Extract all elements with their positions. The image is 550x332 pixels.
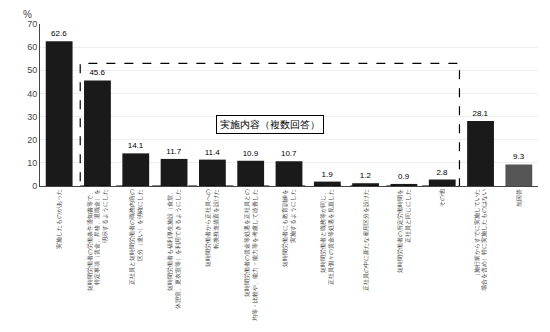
svg-text:実施したものがあった: 実施したものがあった [55, 189, 63, 249]
svg-text:9.3: 9.3 [513, 152, 525, 161]
svg-text:0.9: 0.9 [398, 172, 410, 181]
svg-text:短時間労働者の所定労働時間を正社員と同じにした: 短時間労働者の所定労働時間を正社員と同じにした [396, 189, 411, 273]
svg-text:その他: その他 [439, 189, 446, 207]
svg-text:短時間労働者の賃金等処遇を正社員との均等・比較や、能力・能力: 短時間労働者の賃金等処遇を正社員との均等・比較や、能力・能力等を考慮して改善した [244, 189, 258, 322]
svg-text:0: 0 [32, 181, 37, 191]
svg-text:11.4: 11.4 [205, 148, 221, 157]
svg-text:14.1: 14.1 [128, 141, 144, 150]
svg-text:%: % [23, 9, 32, 20]
svg-text:2.8: 2.8 [436, 168, 448, 177]
svg-text:正社員の中に新たな雇用区分を設けた: 正社員の中に新たな雇用区分を設けた [362, 189, 370, 291]
svg-text:28.1: 28.1 [472, 109, 488, 118]
svg-text:短時間労働者にも教育訓練を実施するようにした: 短時間労働者にも教育訓練を実施するようにした [281, 189, 297, 267]
svg-text:11.7: 11.7 [166, 147, 182, 156]
svg-text:短時間労働者と職務等が同じ、正社員個々の賃金等処遇を見直した: 短時間労働者と職務等が同じ、正社員個々の賃金等処遇を見直した [319, 189, 335, 285]
svg-text:実施内容（複数回答）: 実施内容（複数回答） [220, 119, 320, 130]
svg-text:20: 20 [27, 135, 37, 145]
svg-text:無回答: 無回答 [516, 189, 522, 207]
svg-text:30: 30 [27, 112, 37, 122]
svg-text:50: 50 [27, 65, 37, 75]
svg-text:60: 60 [27, 42, 37, 52]
svg-text:10: 10 [27, 158, 37, 168]
svg-text:短時間労働者の労働条件通知書等で、特定事項（賃金、昇格、退職: 短時間労働者の労働条件通知書等で、特定事項（賃金、昇格、退職金）を明示するように… [87, 189, 110, 291]
svg-text:45.6: 45.6 [89, 68, 105, 77]
svg-text:（施行前からすでに実施していた場合を含め）特に実施したものは: （施行前からすでに実施していた場合を含め）特に実施したものはない [473, 189, 489, 292]
svg-text:短時間労働者から正社員への転換推進措置を設けた: 短時間労働者から正社員への転換推進措置を設けた [205, 189, 220, 267]
svg-text:1.2: 1.2 [360, 171, 372, 180]
svg-text:70: 70 [27, 19, 37, 29]
svg-text:62.6: 62.6 [51, 29, 67, 38]
svg-text:10.9: 10.9 [243, 149, 259, 158]
svg-text:短時間労働者も福利厚生施設（食堂、休憩室、更衣室等）を利用で: 短時間労働者も福利厚生施設（食堂、休憩室、更衣室等）を利用できるようにした [167, 189, 182, 309]
svg-text:1.9: 1.9 [321, 170, 333, 179]
svg-text:40: 40 [27, 89, 37, 99]
svg-text:正社員と短時間労働者の職務内容の区分（違い）を明確にした: 正社員と短時間労働者の職務内容の区分（違い）を明確にした [128, 189, 144, 285]
svg-text:10.7: 10.7 [281, 149, 297, 158]
